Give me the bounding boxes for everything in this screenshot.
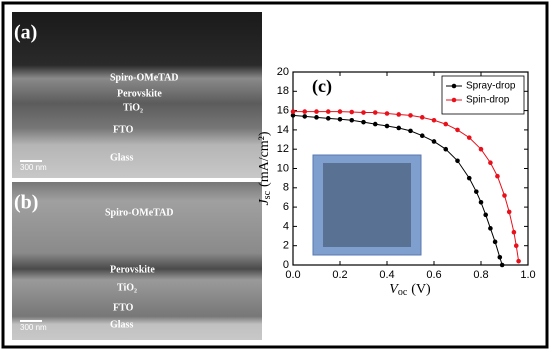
- x-tick-label: 1.0: [520, 269, 535, 281]
- y-tick-label: 8: [283, 182, 289, 194]
- y-label-main: J: [257, 199, 272, 206]
- data-point: [372, 121, 378, 127]
- layer-label: TiO₂: [123, 102, 143, 113]
- x-tick-label: 0.8: [473, 269, 488, 281]
- scale-bar: [20, 320, 42, 322]
- layer-label: Glass: [110, 319, 133, 330]
- data-point: [431, 117, 437, 123]
- legend-box: [441, 75, 525, 115]
- data-point: [443, 146, 449, 152]
- data-point: [408, 113, 413, 118]
- x-axis-label: Voc (V): [389, 282, 431, 298]
- layer-label: FTO: [113, 124, 134, 135]
- data-point: [302, 109, 308, 114]
- data-point: [502, 193, 507, 198]
- y-tick-label: 4: [283, 220, 289, 232]
- data-point: [349, 117, 355, 123]
- layer-label: Glass: [110, 152, 133, 163]
- data-point: [516, 258, 521, 264]
- layer-label: FTO: [113, 302, 134, 313]
- data-point: [314, 115, 319, 120]
- data-point: [361, 110, 366, 115]
- data-point: [361, 119, 366, 125]
- data-point: [290, 113, 296, 118]
- panel-label: (a): [14, 22, 37, 44]
- data-point: [474, 189, 479, 194]
- y-axis-label: Jsc (mA/cm²): [257, 131, 273, 205]
- data-point: [372, 110, 378, 115]
- inset-device: [323, 163, 411, 247]
- y-label-sub: sc: [262, 190, 273, 199]
- data-point: [337, 116, 343, 122]
- layer-label: Perovskite: [117, 88, 162, 99]
- data-point: [466, 175, 472, 181]
- sem-image-b: [12, 182, 262, 340]
- data-point: [396, 125, 402, 131]
- data-point: [488, 226, 493, 231]
- data-point: [466, 135, 472, 140]
- legend-label: Spray-drop: [466, 81, 516, 92]
- data-point: [349, 109, 355, 115]
- data-point: [483, 212, 489, 218]
- data-point: [513, 243, 519, 248]
- data-point: [384, 123, 390, 129]
- y-tick-label: 2: [283, 240, 289, 252]
- y-tick-label: 0: [283, 259, 289, 271]
- data-point: [506, 209, 512, 215]
- data-point: [478, 146, 484, 152]
- y-tick-label: 20: [277, 66, 289, 78]
- data-point: [325, 109, 331, 114]
- x-label-sub: oc: [398, 287, 408, 298]
- scale-label: 300 nm: [20, 163, 47, 172]
- scale-bar: [20, 160, 42, 162]
- data-point: [443, 121, 449, 127]
- x-tick-label: 0.0: [285, 269, 300, 281]
- data-point: [302, 114, 308, 119]
- panel-label: (b): [14, 192, 38, 214]
- y-tick-label: 10: [277, 162, 289, 174]
- data-point: [455, 127, 460, 133]
- scale-label: 300 nm: [20, 323, 47, 332]
- data-point: [419, 133, 425, 138]
- data-point: [492, 239, 498, 245]
- x-label-unit: (V): [411, 282, 431, 297]
- y-tick-label: 18: [277, 85, 289, 97]
- layer-label: Spiro-OMeTAD: [110, 72, 179, 83]
- data-point: [478, 199, 484, 205]
- data-point: [290, 109, 296, 114]
- legend-marker: [451, 83, 457, 89]
- data-point: [431, 139, 437, 144]
- data-point: [499, 262, 505, 268]
- x-label-main: V: [389, 282, 399, 297]
- layer-label: Spiro-OMeTAD: [105, 207, 174, 218]
- sem-image-a: [12, 12, 262, 178]
- data-point: [337, 109, 343, 114]
- data-point: [408, 128, 413, 134]
- legend-marker: [451, 97, 457, 103]
- data-point: [497, 254, 503, 260]
- data-point: [384, 111, 390, 116]
- data-point: [314, 109, 319, 114]
- data-point: [488, 160, 493, 166]
- y-tick-label: 12: [277, 143, 289, 155]
- data-point: [495, 173, 500, 179]
- legend-label: Spin-drop: [466, 95, 510, 106]
- panel-label: (c): [312, 76, 332, 97]
- data-point: [419, 115, 425, 120]
- y-label-unit: (mA/cm²): [257, 131, 272, 187]
- data-point: [455, 158, 460, 164]
- layer-label: Perovskite: [110, 264, 155, 275]
- x-tick-label: 0.4: [379, 269, 394, 281]
- data-point: [396, 112, 402, 117]
- data-point: [325, 116, 331, 121]
- layer-label: TiO₂: [117, 282, 137, 293]
- data-point: [511, 229, 517, 235]
- x-tick-label: 0.6: [426, 269, 441, 281]
- y-tick-label: 6: [283, 201, 289, 213]
- y-tick-label: 16: [277, 105, 289, 117]
- x-tick-label: 0.2: [332, 269, 347, 281]
- y-tick-label: 14: [277, 124, 289, 136]
